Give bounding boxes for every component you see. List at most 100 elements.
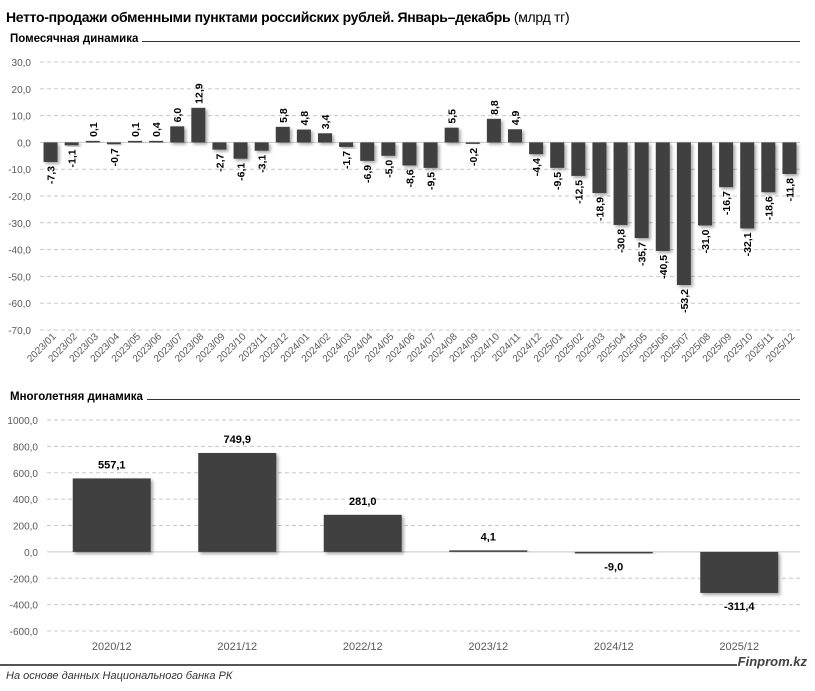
data-label: -5,0 xyxy=(383,160,395,178)
data-label: -16,7 xyxy=(721,191,733,215)
y-tick-label: -30,0 xyxy=(8,219,31,230)
data-label: -9,0 xyxy=(604,561,623,573)
x-tick-label: 2024/12 xyxy=(594,641,634,653)
bar xyxy=(634,142,649,239)
bar xyxy=(574,551,653,554)
bar xyxy=(64,142,79,146)
bar xyxy=(170,126,185,143)
y-tick-label: -40,0 xyxy=(8,246,31,257)
y-tick-label: 200,0 xyxy=(13,522,38,533)
bar xyxy=(508,129,522,143)
data-label: 8,8 xyxy=(489,100,501,115)
data-label: -2,7 xyxy=(214,153,226,171)
x-tick-label: 2022/12 xyxy=(343,641,383,653)
bar xyxy=(339,142,354,147)
y-tick-label: 30,0 xyxy=(12,58,32,69)
data-label: 5,8 xyxy=(278,108,290,123)
y-tick-label: 600,0 xyxy=(13,469,38,480)
bar xyxy=(212,142,227,150)
y-tick-label: -20,0 xyxy=(8,192,31,203)
y-tick-label: 400,0 xyxy=(13,495,38,506)
data-label: 749,9 xyxy=(223,434,251,446)
bar xyxy=(486,118,501,143)
footer-divider xyxy=(0,664,737,666)
data-label: 281,0 xyxy=(349,496,377,508)
data-label: -18,6 xyxy=(763,196,775,220)
data-label: 3,4 xyxy=(320,115,332,130)
data-label: -53,2 xyxy=(679,289,691,313)
data-label: 557,1 xyxy=(98,459,126,471)
bar xyxy=(423,142,438,168)
data-label: -31,0 xyxy=(700,229,712,253)
bar xyxy=(149,140,164,143)
bar xyxy=(106,142,121,145)
chart-title: Нетто-продажи обменными пунктами российс… xyxy=(6,9,570,25)
bar xyxy=(449,550,528,552)
bar xyxy=(198,452,277,552)
bar xyxy=(444,127,459,143)
y-tick-label: 10,0 xyxy=(12,112,32,123)
section-divider-annual xyxy=(10,399,800,400)
y-tick-label: -50,0 xyxy=(8,272,31,283)
x-tick-label: 2023/12 xyxy=(468,641,508,653)
bar xyxy=(275,126,290,143)
data-label: 0,1 xyxy=(130,122,142,137)
y-tick-label: 0,0 xyxy=(24,548,38,559)
y-tick-label: 800,0 xyxy=(13,442,38,453)
bar xyxy=(72,478,151,552)
x-tick-label: 2020/12 xyxy=(92,641,132,653)
bar xyxy=(128,140,142,143)
data-label: -9,5 xyxy=(552,172,564,190)
y-tick-label: -400,0 xyxy=(10,601,39,612)
bar xyxy=(191,107,206,143)
data-label: -32,1 xyxy=(742,232,754,256)
data-label: -0,7 xyxy=(109,148,121,166)
bar xyxy=(85,140,100,143)
section-title-monthly: Помесячная динамика xyxy=(10,33,143,45)
bar xyxy=(698,142,712,226)
bar xyxy=(233,142,248,159)
bar xyxy=(381,142,396,156)
bar xyxy=(676,142,691,285)
data-label: -4,4 xyxy=(531,158,543,176)
chart-title-text: Нетто-продажи обменными пунктами российс… xyxy=(6,9,511,25)
bar xyxy=(529,142,544,155)
bar xyxy=(613,142,628,225)
y-tick-label: 20,0 xyxy=(12,85,32,96)
bar xyxy=(782,142,797,175)
bar xyxy=(719,142,734,188)
data-label: -9,5 xyxy=(426,172,438,190)
x-tick-label: 2025/12 xyxy=(719,641,759,653)
y-tick-label: 1000,0 xyxy=(7,416,38,427)
data-label: -311,4 xyxy=(724,601,755,613)
data-label: -6,1 xyxy=(236,163,248,181)
data-label: 0,4 xyxy=(151,122,163,137)
bar xyxy=(571,142,586,176)
bar xyxy=(360,142,375,161)
bar xyxy=(700,551,779,593)
data-label: 4,8 xyxy=(299,111,311,126)
data-label: -1,1 xyxy=(67,149,79,167)
data-label: 5,5 xyxy=(447,109,459,124)
y-tick-label: -70,0 xyxy=(8,326,31,337)
data-label: -3,1 xyxy=(257,155,269,173)
section-title-annual: Многолетняя динамика xyxy=(10,391,147,403)
y-tick-label: -600,0 xyxy=(10,627,39,638)
data-label: -11,8 xyxy=(784,178,796,202)
section-divider-monthly xyxy=(10,41,800,42)
bar xyxy=(465,142,480,144)
bar xyxy=(655,142,670,251)
data-label: -35,7 xyxy=(637,242,649,266)
brand-logo: Finprom.kz xyxy=(737,654,807,669)
x-tick-label: 2021/12 xyxy=(217,641,257,653)
data-label: 6,0 xyxy=(172,108,184,123)
data-label: -6,9 xyxy=(362,165,374,183)
data-label: 12,9 xyxy=(193,83,205,104)
bar xyxy=(43,142,58,162)
y-tick-label: -60,0 xyxy=(8,299,31,310)
data-label: -1,7 xyxy=(341,151,353,169)
source-note: На основе данных Национального банка РК xyxy=(6,670,233,682)
bar xyxy=(550,142,565,168)
